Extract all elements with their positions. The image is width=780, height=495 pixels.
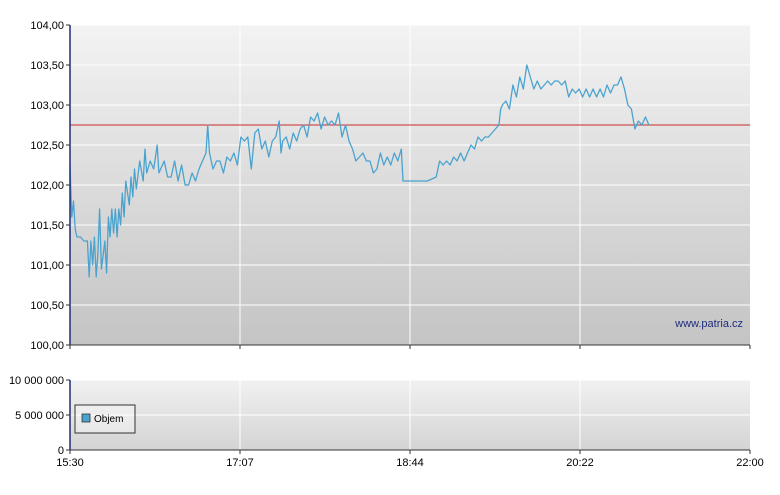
legend-label: Objem <box>94 414 123 425</box>
volume-y-tick-label: 5 000 000 <box>15 410 64 422</box>
price-panel: 100,00 100,50 101,00 101,50 102,00 102,50 103,… <box>30 20 751 352</box>
price-y-tick-label: 103,00 <box>30 100 64 112</box>
volume-x-ticks: 15:30 17:07 18:44 20:22 22:00 <box>56 450 764 469</box>
x-tick-label: 18:44 <box>396 457 424 469</box>
x-tick-label: 20:22 <box>566 457 594 469</box>
price-y-tick-label: 100,50 <box>30 300 64 312</box>
price-series-line <box>69 64 650 278</box>
price-y-tick-label: 103,50 <box>30 60 64 72</box>
price-grid <box>70 24 750 345</box>
volume-y-tick-label: 0 <box>58 445 64 457</box>
price-y-tick-label: 100,00 <box>30 340 64 352</box>
volume-grid <box>70 379 750 450</box>
price-y-tick-label: 104,00 <box>30 20 64 32</box>
price-y-tick-label: 102,50 <box>30 140 64 152</box>
price-y-ticks: 100,00 100,50 101,00 101,50 102,00 102,50 103,… <box>30 20 70 352</box>
price-x-tick-marks <box>69 345 751 349</box>
watermark: www.patria.cz <box>674 318 743 330</box>
x-tick-label: 22:00 <box>736 457 764 469</box>
price-y-tick-label: 101,00 <box>30 260 64 272</box>
volume-panel: 0 5 000 000 10 000 000 15:30 17:07 18:44 20:2… <box>9 375 764 469</box>
x-tick-label: 17:07 <box>226 457 254 469</box>
legend: Objem <box>74 404 136 434</box>
volume-y-tick-label: 10 000 000 <box>9 375 64 387</box>
volume-y-ticks: 0 5 000 000 10 000 000 <box>9 375 70 457</box>
legend-swatch <box>81 413 91 423</box>
price-y-tick-label: 101,50 <box>30 220 64 232</box>
price-y-tick-label: 102,00 <box>30 180 64 192</box>
x-tick-label: 15:30 <box>56 457 84 469</box>
